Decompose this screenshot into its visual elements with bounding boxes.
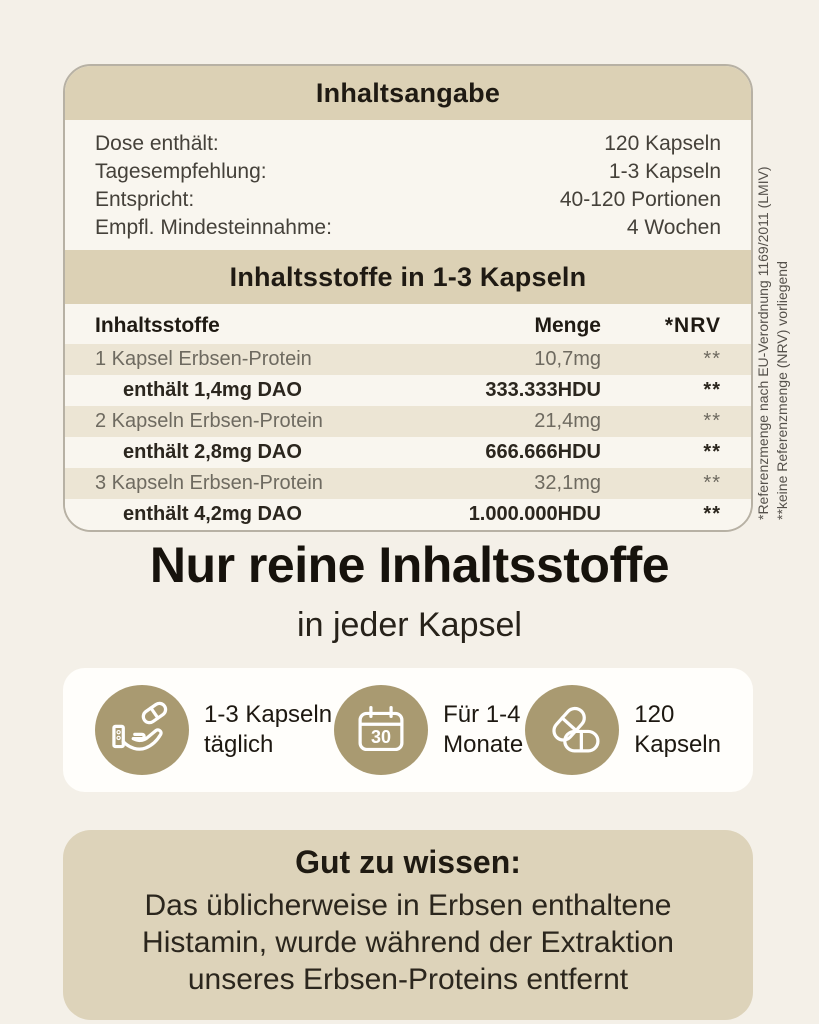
column-header-menge: Menge bbox=[534, 314, 601, 337]
ingredient-amount: 21,4mg bbox=[534, 410, 601, 432]
ingredient-amount: 666.666HDU bbox=[485, 441, 601, 463]
ingredient-amount: 333.333HDU bbox=[485, 379, 601, 401]
ingredient-name: 2 Kapseln Erbsen-Protein bbox=[95, 410, 323, 432]
summary-label: Empfl. Mindesteinnahme: bbox=[95, 216, 332, 239]
summary-label: Dose enthält: bbox=[95, 132, 219, 155]
hand-capsule-icon bbox=[95, 685, 189, 775]
nrv-footnote: *Referenzmenge nach EU-Verordnung 1169/2… bbox=[754, 128, 792, 520]
feature-strip: 1-3 Kapseln täglich 30 Für 1-4 Monate bbox=[63, 668, 753, 792]
table-row: enthält 2,8mg DAO 666.666HDU ** bbox=[65, 437, 751, 468]
feature-duration: 30 Für 1-4 Monate bbox=[334, 685, 523, 775]
column-header-inhaltsstoffe: Inhaltsstoffe bbox=[95, 314, 220, 337]
nutrition-card-title: Inhaltsangabe bbox=[65, 66, 751, 120]
summary-row: Tagesempfehlung: 1-3 Kapseln bbox=[95, 158, 721, 186]
ingredients-table-header: Inhaltsstoffe Menge *NRV bbox=[65, 308, 751, 344]
ingredient-name: 3 Kapseln Erbsen-Protein bbox=[95, 472, 323, 494]
feature-dosage: 1-3 Kapseln täglich bbox=[95, 685, 332, 775]
summary-value: 1-3 Kapseln bbox=[608, 160, 721, 183]
summary-row: Dose enthält: 120 Kapseln bbox=[95, 130, 721, 158]
ingredient-nrv: ** bbox=[703, 379, 721, 401]
calendar-day-number: 30 bbox=[371, 727, 391, 747]
ingredient-name: enthält 2,8mg DAO bbox=[123, 441, 302, 463]
summary-label: Tagesempfehlung: bbox=[95, 160, 267, 183]
page-title: Nur reine Inhaltsstoffe bbox=[149, 537, 670, 593]
ingredient-name: enthält 1,4mg DAO bbox=[123, 379, 302, 401]
table-row: enthält 4,2mg DAO 1.000.000HDU ** bbox=[65, 499, 751, 530]
ingredient-amount: 10,7mg bbox=[534, 348, 601, 370]
feature-label: Für 1-4 Monate bbox=[443, 701, 524, 758]
capsules-icon bbox=[525, 685, 620, 775]
calendar-icon: 30 bbox=[334, 685, 429, 775]
ingredient-nrv: ** bbox=[703, 348, 721, 370]
table-row: 1 Kapsel Erbsen-Protein 10,7mg ** bbox=[65, 344, 751, 375]
summary-row: Entspricht: 40-120 Portionen bbox=[95, 186, 721, 214]
column-header-nrv: *NRV bbox=[664, 314, 721, 337]
summary-label: Entspricht: bbox=[95, 188, 195, 211]
ingredient-name: 1 Kapsel Erbsen-Protein bbox=[95, 348, 312, 370]
ingredient-nrv: ** bbox=[703, 472, 721, 494]
good-to-know-box: Gut zu wissen: Das üblicherweise in Erbs… bbox=[63, 830, 753, 1020]
ingredient-name: enthält 4,2mg DAO bbox=[123, 503, 302, 525]
nutrition-card: Inhaltsangabe Dose enthält: 120 Kapseln … bbox=[63, 64, 753, 532]
summary-value: 4 Wochen bbox=[626, 216, 721, 239]
ingredient-nrv: ** bbox=[703, 410, 721, 432]
ingredients-table-title: Inhaltsstoffe in 1-3 Kapseln bbox=[65, 250, 751, 304]
ingredient-nrv: ** bbox=[703, 503, 721, 525]
table-row: enthält 1,4mg DAO 333.333HDU ** bbox=[65, 375, 751, 406]
ingredient-nrv: ** bbox=[703, 441, 721, 463]
ingredient-amount: 32,1mg bbox=[534, 472, 601, 494]
dose-summary: Dose enthält: 120 Kapseln Tagesempfehlun… bbox=[65, 120, 751, 250]
feature-count: 120 Kapseln bbox=[525, 685, 721, 775]
ingredient-amount: 1.000.000HDU bbox=[468, 503, 601, 525]
summary-row: Empfl. Mindesteinnahme: 4 Wochen bbox=[95, 214, 721, 242]
feature-label: 1-3 Kapseln täglich bbox=[204, 701, 333, 758]
footnote-line: *Referenzmenge nach EU-Verordnung 1169/2… bbox=[755, 166, 771, 520]
page-subtitle: in jeder Kapsel bbox=[297, 606, 522, 644]
summary-value: 40-120 Portionen bbox=[559, 188, 721, 211]
good-to-know-title: Gut zu wissen: bbox=[295, 844, 521, 880]
feature-label: 120 Kapseln bbox=[634, 701, 721, 758]
table-row: 3 Kapseln Erbsen-Protein 32,1mg ** bbox=[65, 468, 751, 499]
summary-value: 120 Kapseln bbox=[604, 132, 721, 155]
good-to-know-text: Das üblicherweise in Erbsen enthaltene H… bbox=[142, 889, 674, 996]
table-row: 2 Kapseln Erbsen-Protein 21,4mg ** bbox=[65, 406, 751, 437]
footnote-line: **keine Referenzmenge (NRV) vorliegend bbox=[774, 261, 790, 520]
